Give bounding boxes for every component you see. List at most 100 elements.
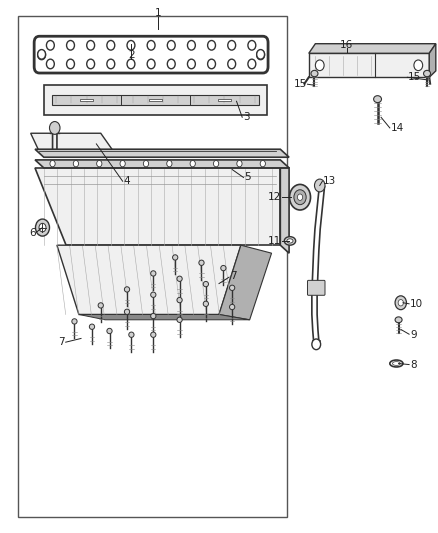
Bar (18, 16, 287, 517)
Polygon shape (219, 245, 272, 320)
Text: 8: 8 (410, 360, 417, 370)
Circle shape (35, 219, 49, 236)
Ellipse shape (107, 328, 112, 334)
Circle shape (143, 160, 148, 167)
Circle shape (248, 41, 256, 50)
Circle shape (67, 59, 74, 69)
Circle shape (147, 41, 155, 50)
Circle shape (414, 60, 423, 70)
Text: 11: 11 (268, 236, 281, 246)
Ellipse shape (311, 70, 318, 77)
Circle shape (395, 296, 406, 310)
Circle shape (290, 184, 311, 210)
Circle shape (398, 300, 403, 306)
Polygon shape (35, 149, 289, 157)
Circle shape (38, 50, 46, 60)
Polygon shape (35, 160, 289, 168)
Text: 6: 6 (29, 228, 36, 238)
Ellipse shape (151, 313, 156, 319)
Text: 10: 10 (410, 299, 423, 309)
Text: 2: 2 (128, 50, 135, 60)
Text: 5: 5 (244, 173, 251, 182)
Circle shape (147, 59, 155, 69)
Ellipse shape (177, 317, 182, 322)
Polygon shape (31, 133, 114, 152)
Text: 3: 3 (243, 112, 250, 122)
Circle shape (50, 160, 55, 167)
Text: 15: 15 (293, 79, 307, 89)
Circle shape (237, 160, 242, 167)
Ellipse shape (199, 260, 204, 265)
Ellipse shape (390, 360, 403, 367)
Circle shape (167, 59, 175, 69)
FancyBboxPatch shape (307, 280, 325, 295)
Circle shape (312, 339, 321, 350)
Ellipse shape (395, 317, 402, 322)
Circle shape (38, 50, 46, 59)
Ellipse shape (177, 276, 182, 281)
Polygon shape (52, 95, 259, 105)
Circle shape (107, 59, 115, 69)
Ellipse shape (392, 361, 400, 366)
Polygon shape (218, 99, 231, 101)
Circle shape (127, 41, 135, 50)
Circle shape (190, 160, 195, 167)
Circle shape (39, 223, 46, 232)
Ellipse shape (203, 301, 208, 306)
Text: 14: 14 (391, 123, 404, 133)
Polygon shape (309, 53, 429, 77)
Circle shape (315, 60, 324, 70)
Circle shape (127, 59, 135, 69)
Ellipse shape (173, 255, 178, 260)
Polygon shape (309, 44, 436, 53)
Circle shape (297, 194, 303, 200)
Ellipse shape (177, 297, 182, 303)
Ellipse shape (151, 271, 156, 276)
Circle shape (87, 59, 95, 69)
Circle shape (49, 122, 60, 134)
Ellipse shape (124, 309, 130, 314)
Ellipse shape (72, 319, 77, 324)
Circle shape (248, 59, 256, 69)
Polygon shape (79, 314, 250, 320)
Circle shape (228, 41, 236, 50)
Ellipse shape (151, 292, 156, 297)
Text: 7: 7 (230, 271, 237, 281)
Ellipse shape (287, 239, 293, 243)
Circle shape (67, 41, 74, 50)
Circle shape (107, 41, 115, 50)
Polygon shape (429, 44, 436, 77)
Circle shape (73, 160, 78, 167)
Text: 13: 13 (323, 176, 336, 186)
Text: 15: 15 (408, 72, 421, 82)
Ellipse shape (151, 332, 156, 337)
Circle shape (208, 41, 215, 50)
Circle shape (120, 160, 125, 167)
Polygon shape (149, 99, 162, 101)
Circle shape (167, 41, 175, 50)
Ellipse shape (124, 287, 130, 292)
Text: 12: 12 (268, 192, 281, 202)
Ellipse shape (284, 237, 296, 245)
Polygon shape (280, 168, 289, 253)
Text: 7: 7 (58, 337, 65, 347)
Circle shape (213, 160, 219, 167)
Circle shape (87, 41, 95, 50)
Circle shape (257, 50, 265, 60)
Ellipse shape (98, 303, 103, 308)
Circle shape (260, 160, 265, 167)
Polygon shape (80, 99, 93, 101)
FancyBboxPatch shape (44, 43, 258, 66)
Text: 4: 4 (124, 176, 130, 186)
Circle shape (187, 59, 195, 69)
Circle shape (46, 41, 54, 50)
Polygon shape (35, 168, 280, 245)
Ellipse shape (374, 96, 381, 102)
Circle shape (294, 190, 306, 205)
FancyBboxPatch shape (34, 36, 268, 73)
Ellipse shape (221, 265, 226, 271)
Text: 16: 16 (340, 40, 353, 50)
Circle shape (257, 50, 265, 59)
Circle shape (97, 160, 102, 167)
Polygon shape (57, 245, 241, 314)
